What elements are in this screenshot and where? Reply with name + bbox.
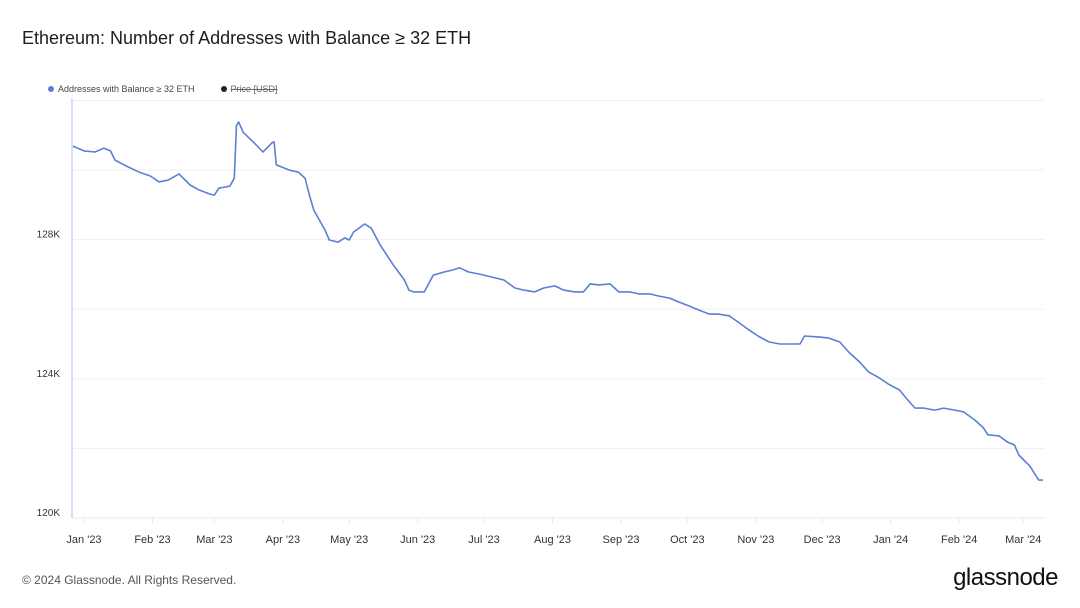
series-dot-icon [220, 86, 227, 92]
series-line [72, 121, 1044, 481]
legend: Addresses with Balance ≥ 32 ETH Price [U… [48, 84, 278, 94]
x-tick-label: Jul '23 [468, 534, 499, 546]
x-tick-label: Sep '23 [603, 534, 640, 546]
legend-item-price[interactable]: Price [USD] [220, 84, 278, 94]
series-dot-icon [48, 86, 54, 92]
x-tick-label: Aug '23 [534, 534, 571, 546]
x-tick-label: Jun '23 [400, 534, 435, 546]
y-tick-label: 120K [37, 508, 61, 519]
legend-item-addresses[interactable]: Addresses with Balance ≥ 32 ETH [48, 84, 195, 94]
legend-label: Price [USD] [230, 84, 278, 94]
x-tick-label: Mar '24 [1005, 534, 1041, 546]
x-tick-label: Mar '23 [196, 534, 232, 546]
legend-label: Addresses with Balance ≥ 32 ETH [58, 84, 195, 94]
x-tick-label: Nov '23 [737, 534, 774, 546]
glassnode-logo: glassnode [953, 564, 1058, 591]
x-tick-label: Jan '24 [873, 534, 908, 546]
x-tick-label: Jan '23 [66, 534, 101, 546]
chart-title: Ethereum: Number of Addresses with Balan… [22, 28, 472, 48]
y-tick-label: 124K [37, 369, 61, 380]
copyright: © 2024 Glassnode. All Rights Reserved. [22, 573, 237, 587]
x-tick-label: Apr '23 [266, 534, 301, 546]
x-tick-label: May '23 [330, 534, 368, 546]
x-tick-label: Feb '24 [941, 534, 977, 546]
y-tick-label: 128K [37, 230, 61, 241]
x-tick-label: Dec '23 [804, 534, 841, 546]
x-tick-label: Oct '23 [670, 534, 705, 546]
x-tick-label: Feb '23 [134, 534, 170, 546]
